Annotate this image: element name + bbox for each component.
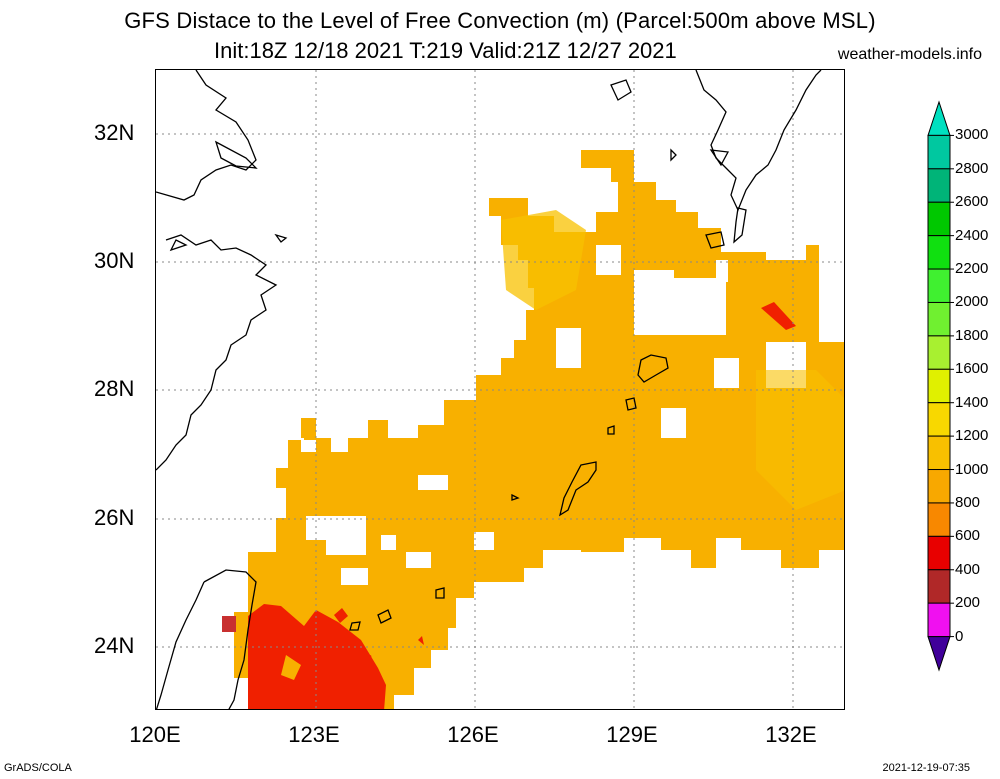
colorbar-label: 1800 xyxy=(955,326,989,344)
colorbar-segment xyxy=(927,435,951,471)
colorbar-label: 3000 xyxy=(955,126,989,144)
colorbar-label: 2200 xyxy=(955,260,989,278)
colorbar-label: 0 xyxy=(955,627,964,645)
lat-label-28n: 28N xyxy=(94,376,135,401)
lat-label-30n: 30N xyxy=(94,248,135,273)
colorbar-svg xyxy=(927,100,954,672)
colorbar-label: 2400 xyxy=(955,226,989,244)
colorbar-segment xyxy=(927,402,951,437)
colorbar-segment xyxy=(927,469,951,504)
lon-label-132e: 132E xyxy=(765,722,817,747)
colorbar xyxy=(920,82,1000,692)
coastlines xyxy=(156,70,822,709)
site-credit: weather-models.info xyxy=(837,46,982,63)
colorbar-label: 2600 xyxy=(955,193,989,211)
lfc-field xyxy=(222,150,844,709)
lon-label-126e: 126E xyxy=(447,722,499,747)
colorbar-label: 800 xyxy=(955,493,981,511)
colorbar-segment xyxy=(927,368,951,404)
footer-credit: GrADS/COLA xyxy=(4,762,72,774)
colorbar-segment xyxy=(927,335,951,370)
colorbar-segment xyxy=(927,268,951,303)
lon-label-123e: 123E xyxy=(288,722,340,747)
colorbar-segment xyxy=(927,134,951,170)
lat-label-32n: 32N xyxy=(94,120,135,145)
colorbar-segment xyxy=(927,235,951,270)
colorbar-label: 2000 xyxy=(955,293,989,311)
lat-label-26n: 26N xyxy=(94,505,135,530)
graticule xyxy=(156,70,844,709)
map-title: GFS Distace to the Level of Free Convect… xyxy=(124,8,876,33)
lon-label-129e: 129E xyxy=(606,722,658,747)
lat-label-24n: 24N xyxy=(94,633,135,658)
colorbar-label: 400 xyxy=(955,560,981,578)
footer-timestamp: 2021-12-19-07:35 xyxy=(882,762,970,774)
lon-label-120e: 120E xyxy=(129,722,181,747)
colorbar-label: 2800 xyxy=(955,159,989,177)
colorbar-label: 1200 xyxy=(955,427,989,445)
map-canvas xyxy=(156,70,844,709)
colorbar-segment xyxy=(927,201,951,237)
colorbar-bottom-arrow xyxy=(927,636,951,672)
colorbar-label: 1400 xyxy=(955,393,989,411)
colorbar-label: 1000 xyxy=(955,460,989,478)
colorbar-label: 1600 xyxy=(955,360,989,378)
colorbar-segment xyxy=(927,569,951,604)
colorbar-segment xyxy=(927,602,951,638)
colorbar-label: 200 xyxy=(955,594,981,612)
colorbar-segment xyxy=(927,502,951,537)
colorbar-segment xyxy=(927,535,951,571)
map-panel xyxy=(155,69,845,710)
colorbar-segment xyxy=(927,168,951,203)
map-subtitle: Init:18Z 12/18 2021 T:219 Valid:21Z 12/2… xyxy=(214,38,677,63)
colorbar-segment xyxy=(927,301,951,337)
colorbar-label: 600 xyxy=(955,527,981,545)
colorbar-top-arrow xyxy=(927,100,951,136)
